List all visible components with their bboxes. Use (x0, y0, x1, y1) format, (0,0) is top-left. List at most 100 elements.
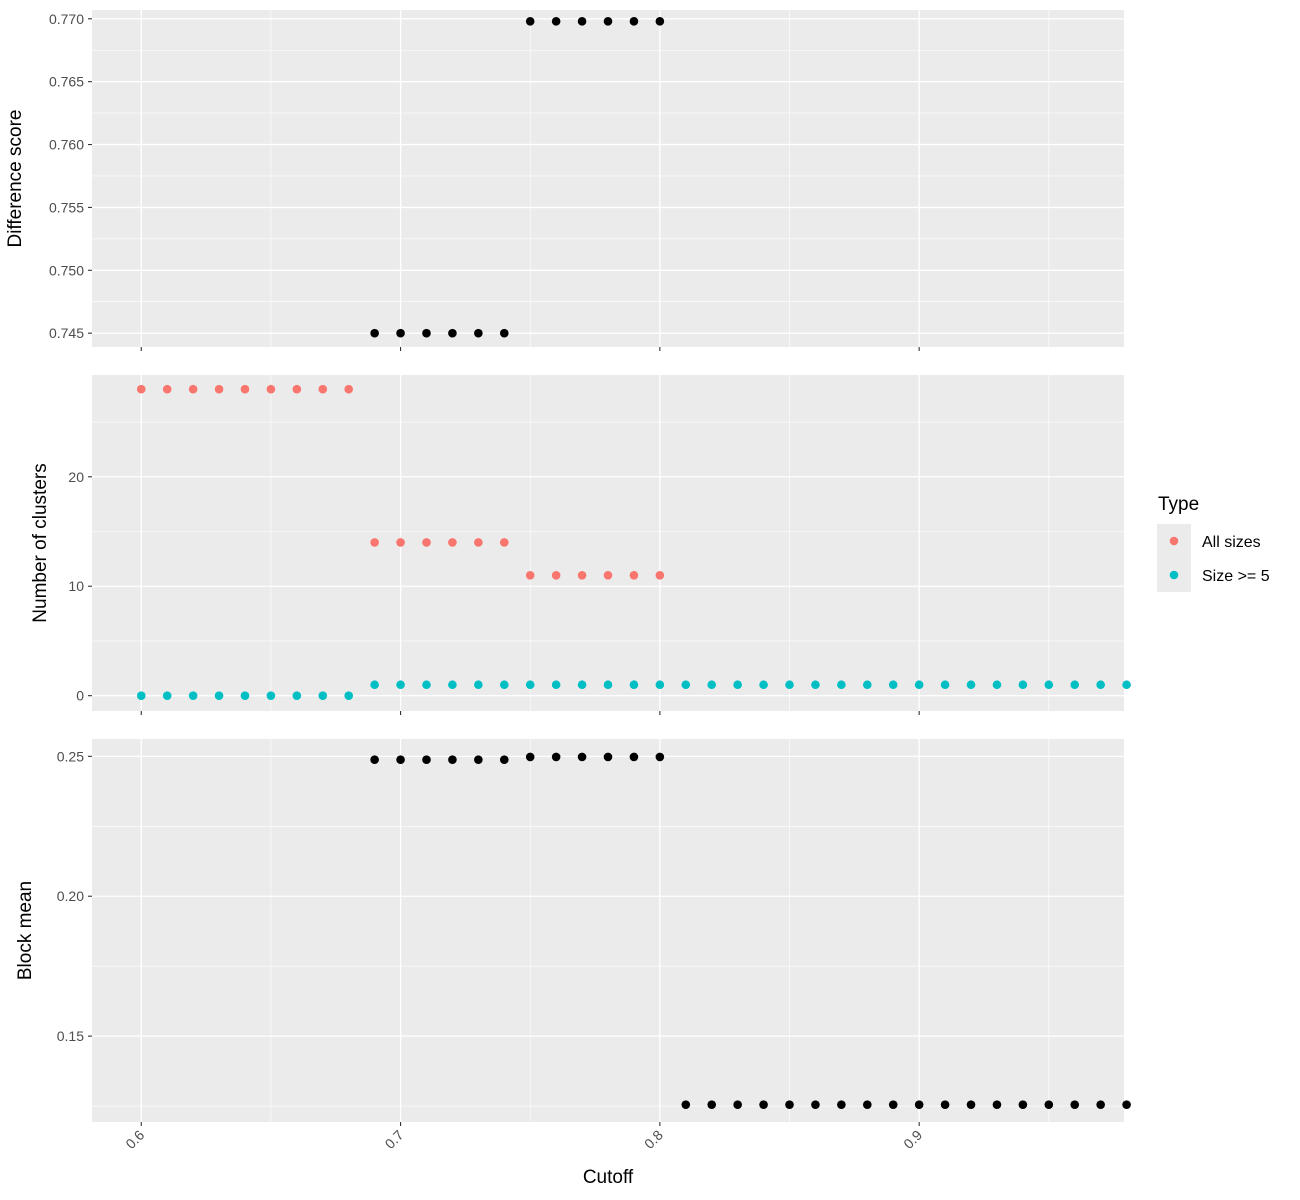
data-point (992, 680, 1002, 690)
data-point (396, 538, 405, 547)
data-point (733, 680, 742, 690)
data-point (551, 570, 561, 580)
data-point (370, 755, 379, 765)
data-point (1018, 1100, 1028, 1109)
data-point (603, 752, 613, 762)
series-1 (370, 752, 1131, 1109)
data-point (499, 538, 509, 547)
y-tick-label: 0.15 (57, 1028, 84, 1044)
data-point (499, 755, 509, 765)
y-tick-label: 0.25 (57, 748, 84, 764)
data-point (448, 538, 457, 547)
legend-label: Size >= 5 (1202, 568, 1270, 585)
panel-background (92, 10, 1124, 347)
data-point (733, 1100, 742, 1109)
data-point (344, 384, 354, 394)
x-tick-label: 0.8 (641, 1127, 666, 1152)
data-point (1096, 680, 1105, 690)
data-point (914, 1100, 924, 1109)
data-point (474, 755, 483, 765)
data-point (1044, 680, 1054, 690)
data-point (837, 680, 846, 690)
data-point (214, 691, 224, 700)
data-point (551, 17, 561, 26)
data-point (188, 691, 198, 700)
x-tick-label: 0.7 (382, 1127, 407, 1152)
data-point (240, 691, 250, 700)
legend-title: Type (1158, 494, 1199, 515)
x-axis: 0.6 0.7 0.8 0.9 (122, 1127, 925, 1152)
y-tick-label: 0.755 (49, 199, 84, 215)
legend-item: Size >= 5 (1157, 558, 1270, 592)
data-point (888, 680, 898, 690)
data-point (344, 691, 354, 700)
y-tick-label: 10 (68, 578, 84, 594)
data-point (474, 538, 483, 547)
legend-label: All sizes (1202, 534, 1261, 551)
data-point (396, 328, 405, 338)
panel-2: 0 10 20 Number of clusters (30, 375, 1131, 715)
data-point (629, 570, 639, 580)
x-tick-label: 0.6 (122, 1127, 147, 1152)
data-point (914, 680, 924, 690)
data-point (525, 570, 535, 580)
data-point (862, 1100, 872, 1109)
data-point (577, 680, 587, 690)
data-point (525, 17, 535, 26)
data-point (525, 680, 535, 690)
panel-1: 0.745 0.750 0.755 0.760 0.765 0.770 Difference… (5, 10, 1124, 351)
data-point (1096, 1100, 1105, 1109)
data-point (992, 1100, 1002, 1109)
data-point (629, 17, 639, 26)
panel-background (92, 739, 1124, 1122)
data-point (629, 752, 639, 762)
x-tick-label: 0.9 (900, 1127, 925, 1152)
data-point (162, 384, 172, 394)
data-point (707, 1100, 717, 1109)
data-point (577, 570, 587, 580)
data-point (474, 680, 483, 690)
data-point (603, 570, 613, 580)
data-point (422, 328, 431, 338)
y-axis-title: Number of clusters (30, 463, 51, 622)
data-point (785, 1100, 794, 1109)
data-point (188, 384, 198, 394)
data-point (1070, 680, 1080, 690)
panel-3: 0.15 0.20 0.25 Block mean (15, 739, 1131, 1126)
data-point (837, 1100, 846, 1109)
legend: Type All sizes Size >= 5 (1157, 494, 1270, 592)
data-point (655, 752, 665, 762)
y-axis-title: Difference score (5, 110, 26, 248)
y-tick-label: 0 (76, 688, 84, 704)
data-point (759, 680, 768, 690)
data-point (1044, 1100, 1054, 1109)
data-point (422, 538, 431, 547)
data-point (474, 328, 483, 338)
y-tick-label: 0.745 (49, 325, 84, 341)
series-2 (136, 680, 1131, 700)
y-axis-title: Block mean (15, 881, 36, 980)
data-point (655, 680, 665, 690)
data-point (577, 17, 587, 26)
data-point (577, 752, 587, 762)
x-axis-title: Cutoff (583, 1167, 634, 1188)
data-point (785, 680, 794, 690)
data-point (811, 680, 820, 690)
data-point (162, 691, 172, 700)
data-point (292, 384, 302, 394)
data-point (136, 691, 146, 700)
legend-item: All sizes (1157, 524, 1261, 558)
data-point (603, 680, 613, 690)
data-point (422, 755, 431, 765)
y-tick-label: 0.20 (57, 888, 84, 904)
panels-layer: 0.745 0.750 0.755 0.760 0.765 0.770 Difference… (5, 10, 1131, 1126)
data-point (396, 680, 405, 690)
series-1 (370, 17, 665, 338)
data-point (681, 1100, 691, 1109)
data-point (940, 1100, 950, 1109)
y-tick-label: 0.760 (49, 137, 84, 153)
data-point (966, 1100, 976, 1109)
data-point (448, 328, 457, 338)
legend-items: All sizes Size >= 5 (1157, 524, 1270, 592)
